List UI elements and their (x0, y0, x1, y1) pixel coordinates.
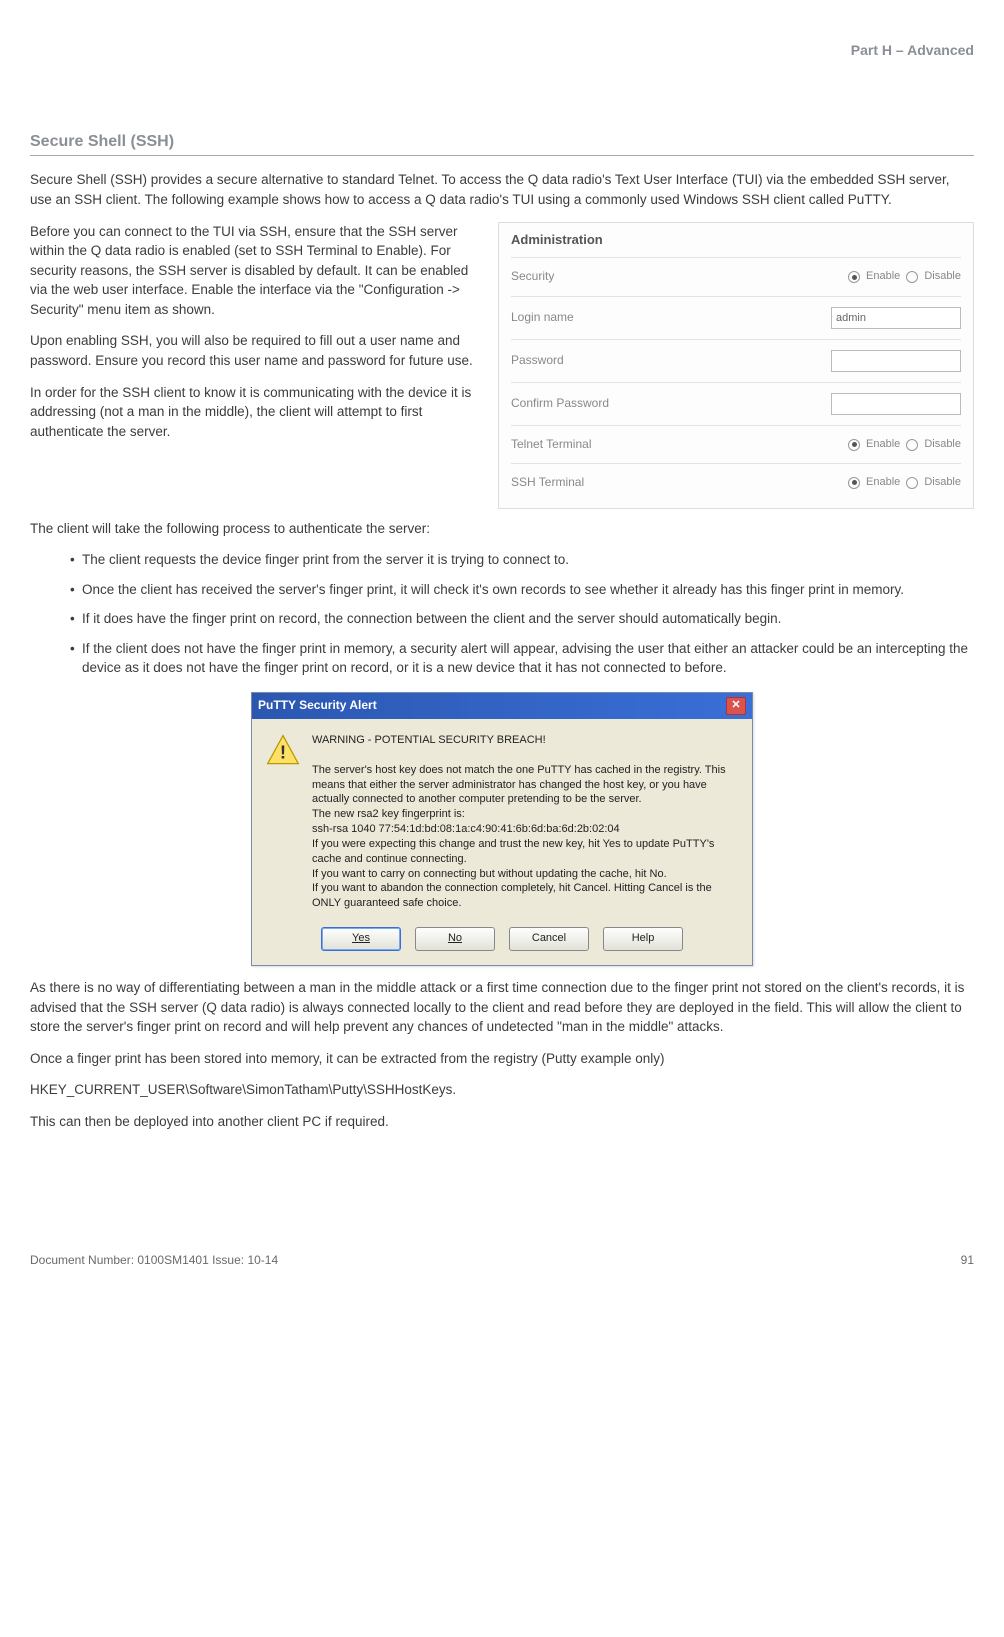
confirm-row: Confirm Password (511, 382, 961, 425)
dialog-fingerprint: ssh-rsa 1040 77:54:1d:bd:08:1a:c4:90:41:… (312, 822, 738, 837)
page-footer: Document Number: 0100SM1401 Issue: 10-14… (30, 1252, 974, 1269)
process-intro: The client will take the following proce… (30, 519, 974, 539)
intro-paragraph: Secure Shell (SSH) provides a secure alt… (30, 170, 974, 209)
security-label: Security (511, 268, 554, 285)
paragraph-credentials: Upon enabling SSH, you will also be requ… (30, 331, 478, 370)
cancel-button[interactable]: Cancel (509, 927, 589, 951)
enable-label-3: Enable (866, 475, 900, 491)
login-input[interactable] (831, 307, 961, 329)
telnet-row: Telnet Terminal Enable Disable (511, 425, 961, 463)
confirm-label: Confirm Password (511, 395, 609, 412)
login-label: Login name (511, 309, 574, 326)
warning-heading: WARNING - POTENTIAL SECURITY BREACH! (312, 733, 738, 748)
telnet-enable-radio[interactable] (848, 439, 860, 451)
disable-label: Disable (924, 269, 961, 285)
security-row: Security Enable Disable (511, 257, 961, 295)
login-row: Login name (511, 296, 961, 339)
yes-button[interactable]: Yes (321, 927, 401, 951)
paragraph-deploy: This can then be deployed into another c… (30, 1112, 974, 1132)
ssh-enable-radio[interactable] (848, 477, 860, 489)
paragraph-enable: Before you can connect to the TUI via SS… (30, 222, 478, 320)
dialog-titlebar: PuTTY Security Alert ✕ (252, 693, 752, 719)
list-item: The client requests the device finger pr… (70, 550, 974, 570)
list-item: If it does have the finger print on reco… (70, 609, 974, 629)
paragraph-auth: In order for the SSH client to know it i… (30, 383, 478, 442)
security-disable-radio[interactable] (906, 271, 918, 283)
paragraph-registry: Once a finger print has been stored into… (30, 1049, 974, 1069)
password-label: Password (511, 352, 564, 369)
close-icon[interactable]: ✕ (726, 697, 746, 715)
dialog-title: PuTTY Security Alert (258, 697, 377, 714)
enable-label: Enable (866, 269, 900, 285)
process-list: The client requests the device finger pr… (30, 550, 974, 678)
password-row: Password (511, 339, 961, 382)
ssh-disable-radio[interactable] (906, 477, 918, 489)
registry-path: HKEY_CURRENT_USER\Software\SimonTatham\P… (30, 1080, 974, 1100)
ssh-label: SSH Terminal (511, 474, 584, 491)
list-item: If the client does not have the finger p… (70, 639, 974, 678)
putty-security-alert-dialog: PuTTY Security Alert ✕ ! WARNING - POTEN… (251, 692, 753, 966)
section-title: Secure Shell (SSH) (30, 130, 974, 156)
enable-label-2: Enable (866, 437, 900, 453)
dialog-line: If you want to abandon the connection co… (312, 881, 738, 911)
warning-icon: ! (266, 733, 300, 767)
disable-label-2: Disable (924, 437, 961, 453)
confirm-input[interactable] (831, 393, 961, 415)
paragraph-mitm-advice: As there is no way of differentiating be… (30, 978, 974, 1037)
list-item: Once the client has received the server'… (70, 580, 974, 600)
password-input[interactable] (831, 350, 961, 372)
telnet-disable-radio[interactable] (906, 439, 918, 451)
document-number: Document Number: 0100SM1401 Issue: 10-14 (30, 1252, 278, 1269)
dialog-line: If you want to carry on connecting but w… (312, 867, 738, 882)
administration-panel: Administration Security Enable Disable L… (498, 222, 974, 509)
disable-label-3: Disable (924, 475, 961, 491)
dialog-line: If you were expecting this change and tr… (312, 837, 738, 867)
dialog-body-text: WARNING - POTENTIAL SECURITY BREACH! The… (312, 733, 738, 911)
telnet-label: Telnet Terminal (511, 436, 591, 453)
admin-title: Administration (511, 231, 961, 250)
help-button[interactable]: Help (603, 927, 683, 951)
security-enable-radio[interactable] (848, 271, 860, 283)
dialog-line: The server's host key does not match the… (312, 763, 738, 808)
ssh-row: SSH Terminal Enable Disable (511, 463, 961, 501)
dialog-line: The new rsa2 key fingerprint is: (312, 807, 738, 822)
part-header: Part H – Advanced (30, 40, 974, 60)
svg-text:!: ! (280, 742, 286, 763)
page-number: 91 (961, 1252, 974, 1269)
no-button[interactable]: No (415, 927, 495, 951)
